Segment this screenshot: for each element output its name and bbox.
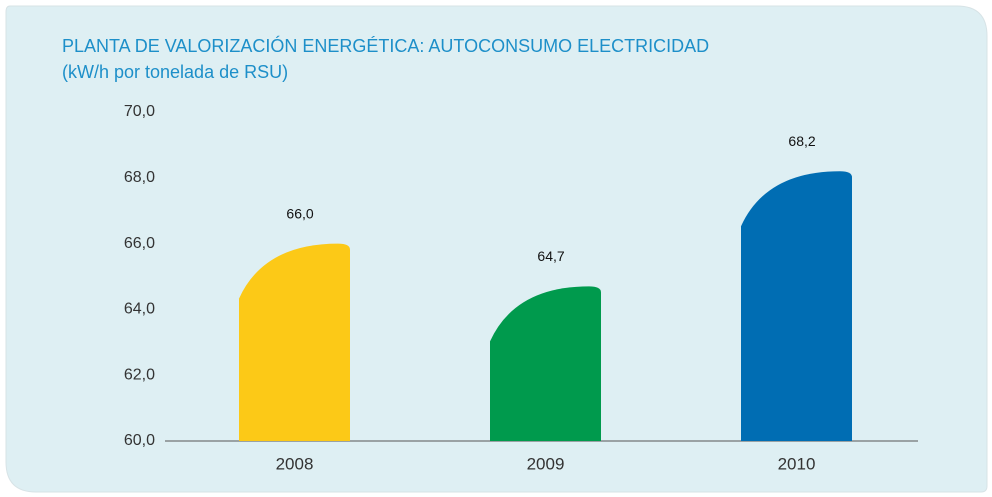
x-tick-label: 2008 (276, 454, 314, 473)
y-tick-label: 60,0 (124, 432, 155, 449)
y-tick-label: 68,0 (124, 169, 155, 186)
bar (239, 243, 350, 441)
y-tick-label: 62,0 (124, 366, 155, 383)
chart-title: PLANTA DE VALORIZACIÓN ENERGÉTICA: AUTOC… (62, 35, 709, 56)
y-tick-label: 70,0 (124, 103, 155, 120)
y-tick-label: 66,0 (124, 235, 155, 252)
value-label: 68,2 (788, 133, 815, 149)
value-label: 66,0 (286, 205, 313, 221)
y-tick-label: 64,0 (124, 301, 155, 318)
x-tick-label: 2009 (527, 454, 565, 473)
x-tick-label: 2010 (778, 454, 816, 473)
bar (490, 286, 601, 441)
value-label: 64,7 (537, 248, 564, 264)
bar (741, 171, 852, 441)
chart-subtitle: (kW/h por tonelada de RSU) (62, 62, 288, 82)
